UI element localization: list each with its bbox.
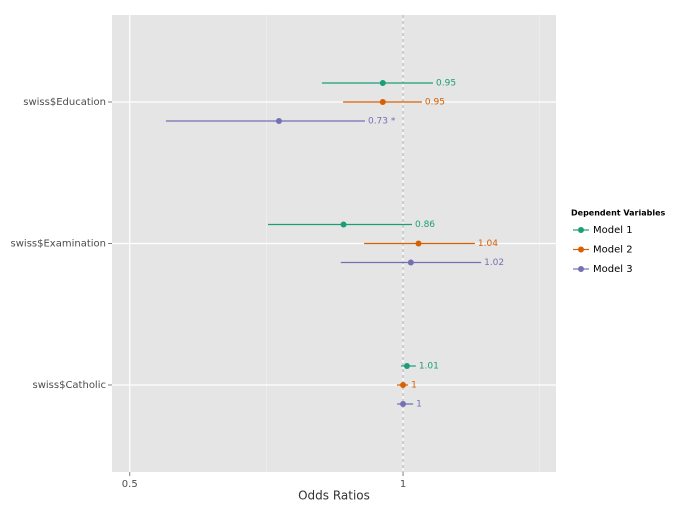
y-tick-label: swiss$Examination [11,239,106,250]
value-label: 0.86 [415,220,435,230]
y-tick-label: swiss$Catholic [33,380,107,391]
point [340,221,347,228]
value-label: 1.01 [419,362,439,372]
point [400,382,407,388]
point [275,118,282,124]
legend-label: Model 2 [593,245,633,256]
x-tick-label: 0.5 [122,479,138,490]
legend-label: Model 3 [593,264,633,275]
value-label: 0.73 * [368,117,396,127]
point [407,259,414,266]
value-label: 1.02 [484,258,504,268]
x-axis-label: Odds Ratios [298,489,370,503]
point [379,80,386,86]
legend-label: Model 1 [593,225,633,236]
legend-swatch [578,266,584,272]
point [415,240,422,247]
value-label: 1.04 [478,239,498,249]
value-label: 0.95 [436,79,456,89]
legend-swatch [578,246,584,253]
value-label: 1 [416,400,422,410]
x-tick-label: 1 [400,479,406,490]
value-label: 0.95 [425,98,445,108]
point [403,363,410,369]
y-tick-label: swiss$Education [23,97,106,108]
value-label: 1 [411,381,417,391]
legend-swatch [578,227,584,233]
point [400,401,407,407]
point [379,99,386,105]
legend-title: Dependent Variables [571,209,666,218]
